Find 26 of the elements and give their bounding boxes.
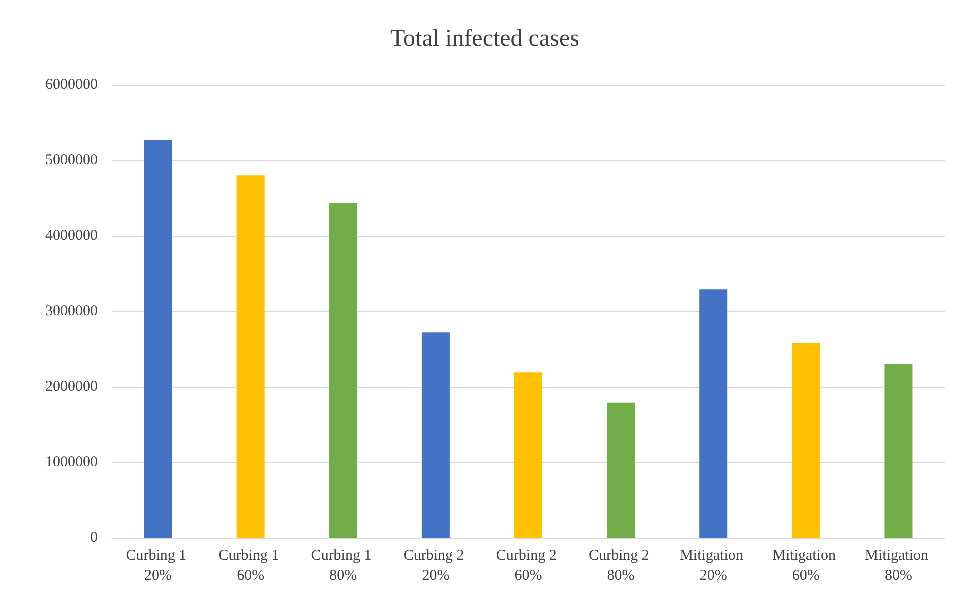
bar [884, 364, 913, 538]
bar [236, 176, 265, 538]
bar [607, 402, 636, 538]
x-tick-label: Curbing 1 80% [311, 548, 376, 584]
y-tick-label: 2000000 [46, 379, 98, 395]
y-tick-label: 0 [90, 530, 98, 546]
bar [422, 332, 450, 538]
x-tick-label: Curbing 2 20% [404, 548, 468, 584]
y-tick-label: 6000000 [46, 77, 98, 93]
bar [514, 372, 542, 538]
x-tick-label: Curbing 2 80% [588, 548, 654, 584]
bar [792, 343, 820, 538]
y-tick-label: 1000000 [46, 454, 98, 470]
x-tick-label: Curbing 2 60% [496, 548, 561, 584]
bar [329, 204, 358, 538]
x-tick-label: Curbing 1 60% [218, 548, 283, 584]
bar [144, 140, 172, 538]
y-tick-label: 4000000 [46, 228, 98, 244]
bar [700, 290, 728, 538]
x-tick-label: Curbing 1 20% [126, 548, 190, 584]
x-tick-label: Mitigation 20% [680, 548, 748, 584]
chart-title: Total infected cases [390, 26, 580, 52]
x-tick-label: Mitigation 80% [865, 548, 932, 584]
y-tick-label: 5000000 [46, 152, 98, 168]
x-tick-label: Mitigation 60% [772, 548, 840, 584]
y-tick-label: 3000000 [46, 304, 98, 320]
